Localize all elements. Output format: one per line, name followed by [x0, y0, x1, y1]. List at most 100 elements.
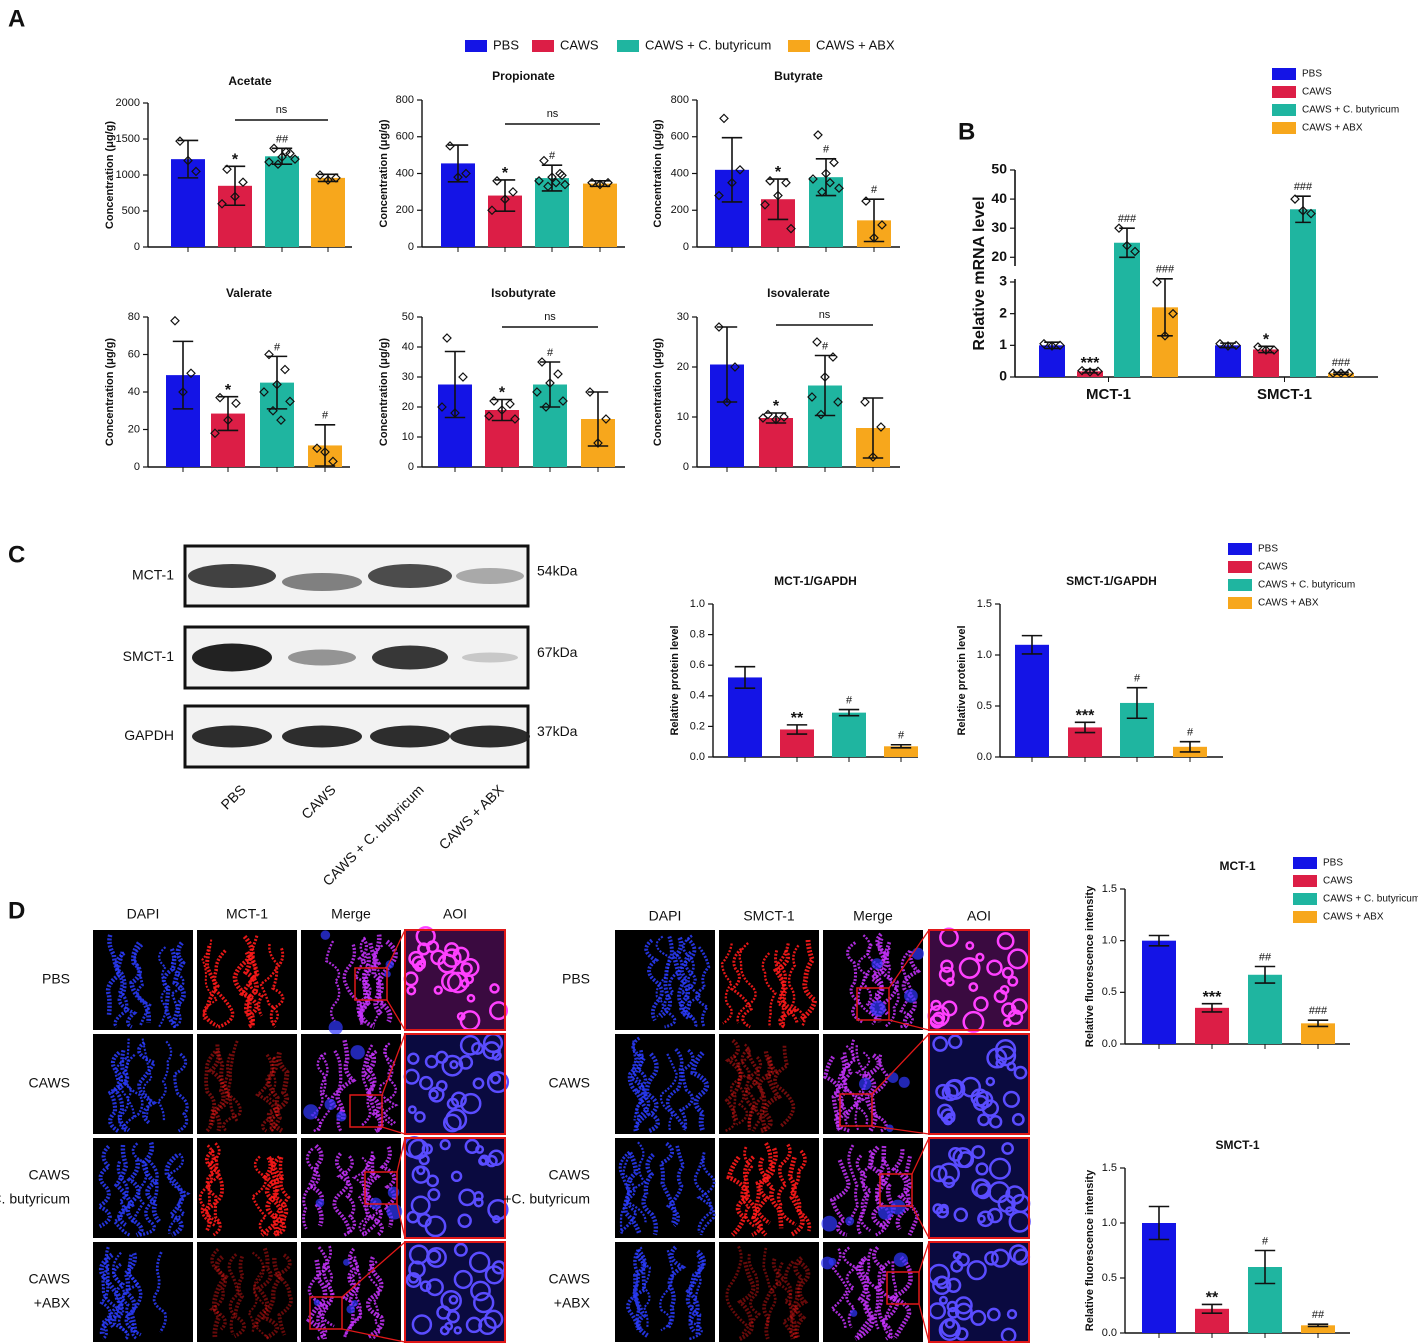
cell	[458, 1055, 474, 1070]
tissue-fold	[757, 1051, 779, 1132]
error-bar	[1307, 1019, 1329, 1028]
nucleus-cluster	[859, 1077, 872, 1091]
tissue-fold	[242, 951, 259, 1028]
zoom-line	[386, 999, 406, 1031]
y-tick-label: 60	[128, 348, 140, 360]
cell	[986, 1307, 1001, 1322]
bar-chart: SMCT-1/GAPDH Relative protein level 0.0 0.5…	[956, 543, 1355, 763]
data-point	[497, 405, 507, 415]
cell	[487, 1199, 509, 1221]
bar	[1301, 1325, 1335, 1333]
cell	[459, 1034, 481, 1056]
tissue-fold	[685, 1249, 706, 1333]
tissue-fold	[659, 1053, 678, 1132]
data-point	[534, 176, 544, 186]
cell	[975, 952, 985, 962]
tissue-fold	[271, 1156, 291, 1237]
zoom-line	[341, 1241, 406, 1298]
y-tick-label: 10	[402, 431, 414, 443]
significance-label: ***	[1076, 708, 1095, 725]
data-point	[760, 199, 770, 210]
cell	[448, 1294, 459, 1305]
data-point	[217, 198, 227, 209]
tissue-fold	[105, 934, 123, 1016]
blot-band	[192, 725, 272, 748]
cell	[1011, 1113, 1025, 1126]
y-axis-label: Concentration (μg/g)	[378, 338, 390, 447]
bar	[1290, 209, 1316, 377]
zoom-line	[888, 1019, 930, 1031]
bar-chart: Isobutyrate Concentration (μg/g) 0 10 20 30 40…	[378, 286, 625, 473]
legend-label: CAWS + ABX	[816, 37, 895, 52]
tissue-fold	[138, 1159, 159, 1237]
cell	[428, 1089, 439, 1100]
data-point	[231, 398, 241, 409]
tissue-fold	[899, 949, 914, 1029]
cell	[942, 1114, 954, 1126]
micrograph	[719, 1034, 819, 1134]
zoom-line	[871, 1033, 930, 1095]
data-point	[230, 191, 240, 202]
tissue-fold	[787, 944, 806, 1027]
data-point	[758, 413, 768, 423]
y-tick-label: 0	[999, 368, 1007, 384]
tissue-fold	[198, 1144, 216, 1227]
cell	[940, 1318, 960, 1338]
tissue-fold	[857, 934, 874, 1017]
data-point	[323, 175, 333, 185]
tissue-fold	[678, 1048, 695, 1131]
cell	[407, 1105, 417, 1115]
y-axis-label: Concentration (μg/g)	[652, 338, 664, 447]
blot-lane-label: PBS	[218, 781, 249, 812]
data-point	[595, 179, 605, 190]
tissue-fold	[762, 1247, 777, 1328]
row-label: +ABX	[554, 1295, 591, 1311]
cell	[489, 1001, 509, 1021]
y-tick-label: 0.0	[1102, 1038, 1117, 1050]
tissue-fold	[324, 940, 341, 1022]
blot-band	[282, 573, 362, 591]
tissue-fold	[877, 1260, 900, 1341]
error-bar	[1074, 721, 1096, 734]
cell	[424, 1215, 447, 1238]
zoom-line	[918, 1241, 930, 1273]
tissue-fold	[114, 1057, 130, 1133]
aoi-frame	[404, 1033, 506, 1135]
blot-lane-label: CAWS + ABX	[436, 781, 508, 853]
cell	[1007, 975, 1019, 987]
cell	[491, 1050, 502, 1061]
tissue-fold	[227, 1040, 239, 1122]
y-axis-label: Concentration (μg/g)	[378, 119, 390, 228]
tissue-fold	[696, 1157, 716, 1236]
tissue-fold	[861, 1053, 882, 1133]
data-point	[222, 164, 232, 175]
cell	[473, 1197, 484, 1208]
legend-label: PBS	[1302, 69, 1322, 80]
tissue-fold	[273, 1253, 293, 1336]
tissue-fold	[682, 934, 704, 1016]
error-bar	[1126, 686, 1148, 720]
data-point	[280, 364, 290, 375]
cell	[419, 1280, 432, 1293]
tissue-fold	[666, 1245, 687, 1329]
tissue-fold	[252, 1265, 271, 1340]
error-bar	[1148, 934, 1170, 947]
legend-swatch	[1228, 579, 1252, 591]
error-bar	[1295, 195, 1311, 224]
cell	[1007, 1009, 1024, 1026]
tissue-fold	[101, 1246, 120, 1329]
cell	[937, 1162, 960, 1185]
tissue-fold	[641, 1153, 659, 1236]
tissue-fold	[659, 935, 674, 1019]
zoom-line	[396, 1203, 406, 1239]
tissue-fold	[627, 1053, 651, 1132]
data-point	[276, 415, 286, 425]
cell	[456, 1012, 466, 1021]
tissue-fold	[173, 1052, 189, 1133]
data-point	[1231, 340, 1241, 351]
error-bar	[721, 136, 743, 203]
cell	[441, 970, 462, 992]
y-tick-label: 30	[677, 311, 689, 323]
tissue-fold	[644, 938, 664, 1022]
data-point	[722, 397, 732, 407]
